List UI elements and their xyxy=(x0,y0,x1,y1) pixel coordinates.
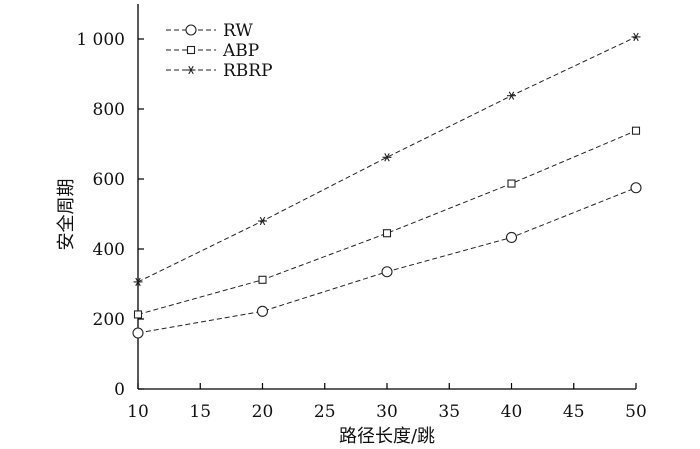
star-stroke xyxy=(188,65,194,75)
x-tick-label: 30 xyxy=(376,402,398,422)
data-point-abp xyxy=(631,126,641,135)
y-tick-label: 1 000 xyxy=(76,30,125,50)
x-tick-label: 35 xyxy=(438,402,460,422)
legend-item-rw: RW xyxy=(166,21,253,41)
data-point-abp xyxy=(133,310,143,319)
legend-label: RBRP xyxy=(223,61,273,81)
axes xyxy=(137,4,636,390)
data-point-rw xyxy=(505,231,518,243)
series-line-abp xyxy=(137,130,637,315)
star-stroke xyxy=(259,216,266,226)
data-point-abp xyxy=(258,275,267,284)
x-tick-label: 50 xyxy=(625,402,647,422)
data-point-rbrp xyxy=(258,216,267,226)
x-axis-label: 路径长度/跳 xyxy=(339,426,435,447)
y-tick-label: 0 xyxy=(114,380,125,400)
x-axis-ticks: 10 15 20 25 30 35 40 45 50 xyxy=(127,383,647,422)
star-stroke xyxy=(135,277,141,287)
x-tick-label: 25 xyxy=(314,402,336,422)
series-line-rbrp xyxy=(137,36,637,283)
star-stroke xyxy=(384,153,390,162)
data-point-rbrp xyxy=(382,153,392,162)
legend-marker-rbrp xyxy=(186,65,196,75)
x-tick-label: 20 xyxy=(252,402,274,422)
data-point-rw xyxy=(256,305,269,317)
x-tick-label: 15 xyxy=(189,402,211,422)
star-stroke xyxy=(508,91,515,100)
y-tick-label: 800 xyxy=(93,100,125,120)
legend-item-rbrp: RBRP xyxy=(166,61,273,81)
legend-marker-rw xyxy=(185,24,197,36)
data-point-rw xyxy=(630,182,642,194)
data-point-rw xyxy=(381,266,393,278)
x-tick-label: 45 xyxy=(563,402,585,422)
data-point-rbrp xyxy=(631,32,641,42)
star-stroke xyxy=(633,32,639,42)
legend-label: RW xyxy=(223,21,253,41)
x-tick-label: 40 xyxy=(501,402,523,422)
y-tick-label: 400 xyxy=(93,240,125,260)
legend-label: ABP xyxy=(222,41,259,61)
series-rbrp xyxy=(133,32,641,287)
y-axis-label: 安全周期 xyxy=(56,179,77,251)
y-tick-label: 200 xyxy=(93,310,125,330)
y-tick-label: 600 xyxy=(93,170,125,190)
data-point-abp xyxy=(382,229,392,238)
data-point-rbrp xyxy=(507,91,516,100)
y-axis-ticks: 0 200 400 600 800 1 000 xyxy=(76,30,144,400)
data-point-abp xyxy=(507,179,516,188)
series-rw xyxy=(132,182,642,339)
series-abp xyxy=(133,126,641,319)
data-point-rw xyxy=(132,327,144,339)
series-layer xyxy=(132,32,642,339)
legend-item-abp: ABP xyxy=(166,41,259,61)
legend-marker-abp xyxy=(186,45,196,55)
data-point-rbrp xyxy=(133,277,143,287)
x-tick-label: 10 xyxy=(127,402,149,422)
series-line-rw xyxy=(137,187,637,334)
